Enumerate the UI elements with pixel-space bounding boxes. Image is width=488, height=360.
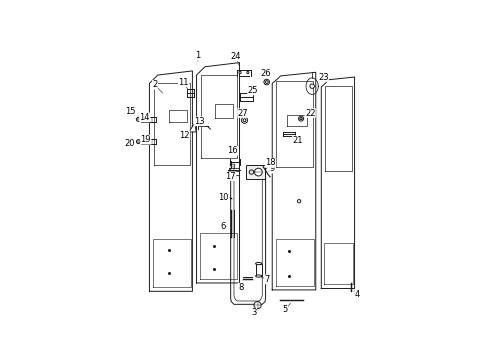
- Text: 25: 25: [247, 86, 258, 95]
- Polygon shape: [321, 77, 354, 288]
- Text: 19: 19: [140, 135, 151, 144]
- Circle shape: [265, 81, 267, 84]
- Bar: [255, 264, 261, 276]
- Polygon shape: [149, 71, 192, 291]
- Text: 11: 11: [178, 77, 188, 86]
- Text: 23: 23: [317, 72, 328, 81]
- Text: 5: 5: [282, 305, 287, 314]
- Text: 21: 21: [292, 136, 303, 145]
- Text: 12: 12: [179, 131, 189, 140]
- Text: 9: 9: [269, 164, 274, 173]
- Text: 17: 17: [225, 172, 236, 181]
- Text: 22: 22: [305, 109, 315, 118]
- Circle shape: [249, 170, 253, 174]
- Text: 7: 7: [264, 275, 269, 284]
- Circle shape: [246, 72, 248, 74]
- Circle shape: [299, 117, 302, 120]
- Text: 20: 20: [124, 139, 135, 148]
- Polygon shape: [196, 63, 239, 283]
- Circle shape: [136, 117, 140, 121]
- Ellipse shape: [255, 262, 261, 265]
- Circle shape: [220, 194, 224, 197]
- Text: 18: 18: [264, 158, 275, 167]
- Text: 16: 16: [227, 146, 238, 155]
- Ellipse shape: [255, 275, 261, 277]
- Circle shape: [239, 72, 241, 74]
- Circle shape: [264, 79, 269, 85]
- Text: 2: 2: [152, 80, 157, 89]
- Text: 14: 14: [139, 113, 150, 122]
- Circle shape: [136, 140, 140, 144]
- Bar: [246, 166, 265, 179]
- Text: 6: 6: [220, 222, 225, 231]
- Polygon shape: [189, 123, 196, 132]
- Text: 27: 27: [237, 109, 247, 118]
- Text: 1: 1: [195, 51, 200, 60]
- Text: 26: 26: [260, 69, 271, 78]
- Circle shape: [309, 84, 314, 89]
- Circle shape: [241, 117, 247, 123]
- Text: 10: 10: [218, 193, 228, 202]
- Polygon shape: [272, 72, 315, 290]
- Circle shape: [253, 302, 261, 309]
- Circle shape: [298, 116, 303, 121]
- Circle shape: [243, 119, 245, 122]
- Text: 3: 3: [251, 308, 256, 317]
- Text: 4: 4: [354, 291, 359, 300]
- Text: 15: 15: [124, 107, 135, 116]
- Text: 8: 8: [238, 283, 243, 292]
- Circle shape: [297, 199, 300, 203]
- Text: 13: 13: [194, 117, 204, 126]
- Text: 24: 24: [230, 52, 240, 61]
- Circle shape: [254, 168, 262, 176]
